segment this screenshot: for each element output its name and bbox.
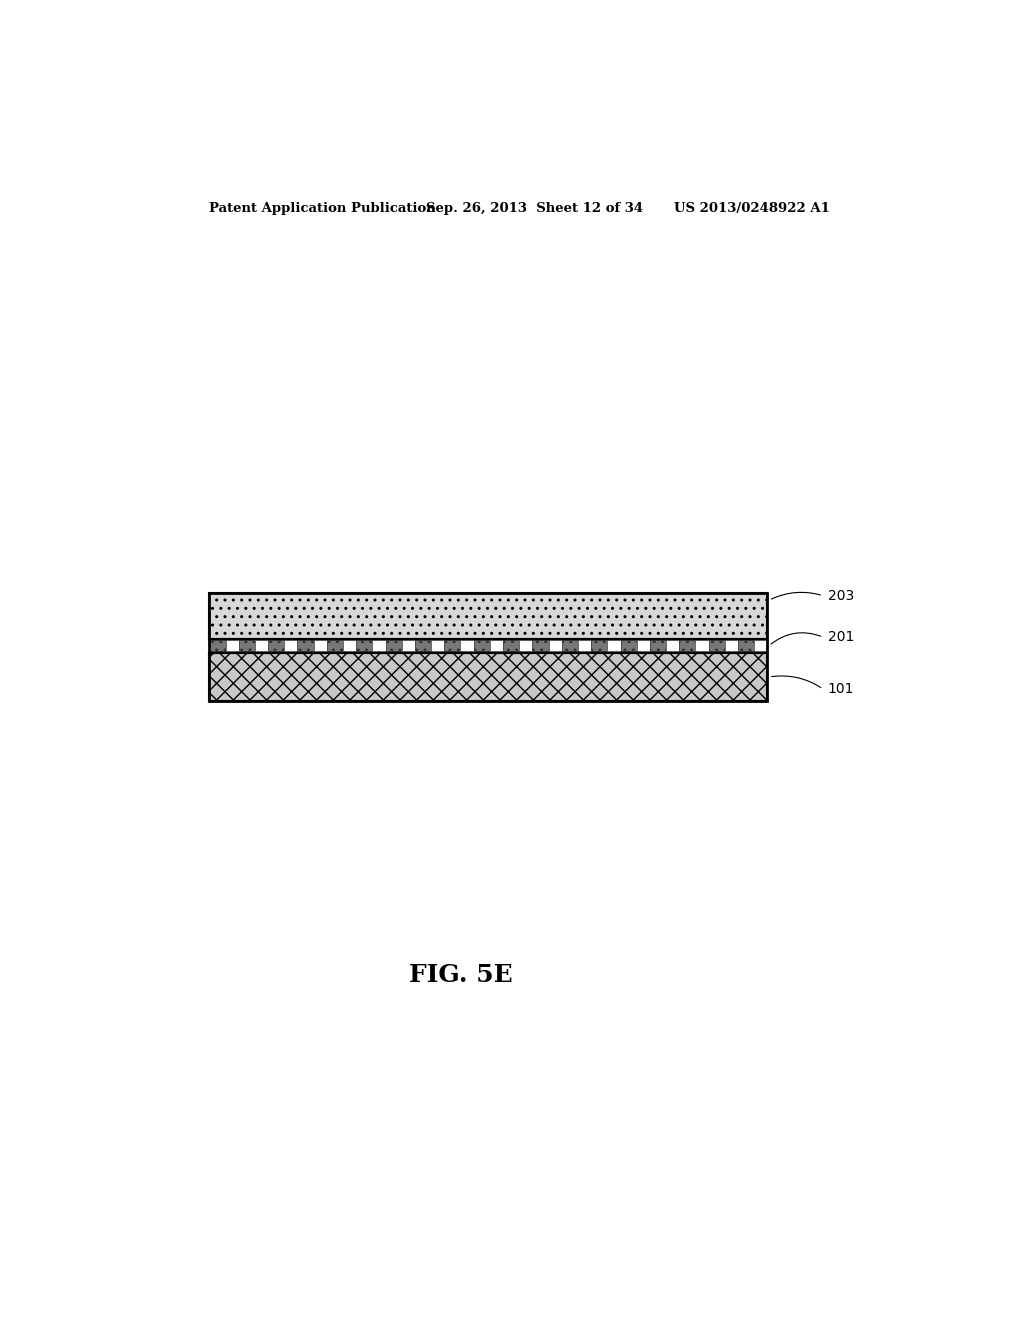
- FancyBboxPatch shape: [373, 640, 386, 651]
- FancyBboxPatch shape: [298, 640, 313, 651]
- FancyBboxPatch shape: [650, 640, 666, 651]
- FancyBboxPatch shape: [225, 640, 239, 651]
- FancyBboxPatch shape: [268, 640, 285, 651]
- FancyBboxPatch shape: [461, 640, 474, 651]
- FancyBboxPatch shape: [578, 640, 591, 651]
- FancyBboxPatch shape: [621, 640, 637, 651]
- Text: Patent Application Publication: Patent Application Publication: [209, 202, 436, 215]
- FancyBboxPatch shape: [431, 640, 444, 651]
- FancyBboxPatch shape: [356, 640, 373, 651]
- FancyBboxPatch shape: [591, 640, 607, 651]
- FancyBboxPatch shape: [343, 640, 356, 651]
- FancyBboxPatch shape: [489, 640, 503, 651]
- FancyBboxPatch shape: [738, 640, 754, 651]
- FancyBboxPatch shape: [679, 640, 695, 651]
- FancyBboxPatch shape: [666, 640, 679, 651]
- FancyBboxPatch shape: [532, 640, 549, 651]
- FancyBboxPatch shape: [503, 640, 519, 651]
- FancyBboxPatch shape: [386, 640, 401, 651]
- FancyBboxPatch shape: [549, 640, 562, 651]
- Text: 201: 201: [827, 630, 854, 644]
- FancyBboxPatch shape: [519, 640, 532, 651]
- Text: Sep. 26, 2013  Sheet 12 of 34: Sep. 26, 2013 Sheet 12 of 34: [426, 202, 643, 215]
- Text: 203: 203: [827, 589, 854, 603]
- FancyBboxPatch shape: [725, 640, 738, 651]
- FancyBboxPatch shape: [401, 640, 415, 651]
- FancyBboxPatch shape: [637, 640, 650, 651]
- FancyBboxPatch shape: [474, 640, 489, 651]
- FancyBboxPatch shape: [415, 640, 431, 651]
- Text: US 2013/0248922 A1: US 2013/0248922 A1: [675, 202, 830, 215]
- FancyBboxPatch shape: [313, 640, 327, 651]
- FancyBboxPatch shape: [754, 640, 767, 651]
- FancyBboxPatch shape: [709, 640, 725, 651]
- FancyBboxPatch shape: [209, 594, 767, 639]
- FancyBboxPatch shape: [239, 640, 255, 651]
- Text: FIG. 5E: FIG. 5E: [410, 962, 513, 986]
- FancyBboxPatch shape: [562, 640, 578, 651]
- FancyBboxPatch shape: [695, 640, 709, 651]
- FancyBboxPatch shape: [285, 640, 298, 651]
- FancyBboxPatch shape: [209, 653, 767, 701]
- FancyBboxPatch shape: [444, 640, 461, 651]
- FancyBboxPatch shape: [209, 639, 767, 653]
- Text: 101: 101: [827, 682, 854, 696]
- FancyBboxPatch shape: [255, 640, 268, 651]
- FancyBboxPatch shape: [327, 640, 343, 651]
- FancyBboxPatch shape: [209, 640, 225, 651]
- FancyBboxPatch shape: [607, 640, 621, 651]
